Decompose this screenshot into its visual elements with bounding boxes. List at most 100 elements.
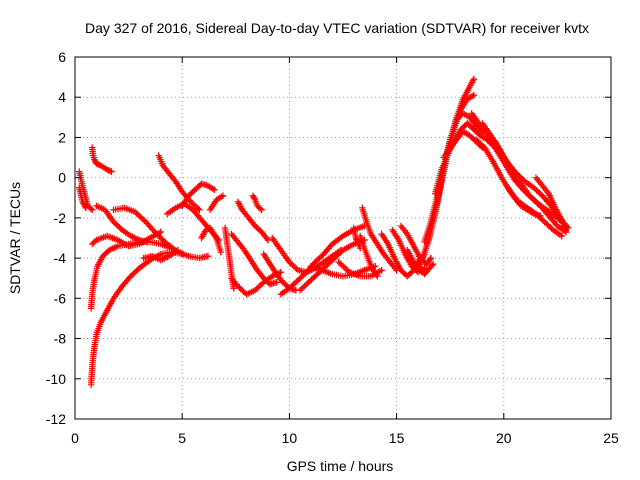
data-point: [343, 266, 350, 273]
data-point: [134, 211, 142, 218]
data-point: [159, 236, 166, 243]
data-point: [264, 236, 272, 244]
data-point: [194, 205, 202, 212]
data-arc: [140, 246, 182, 264]
data-arc: [206, 192, 227, 214]
y-tick-label: -4: [54, 250, 67, 266]
y-tick-label: 0: [58, 170, 66, 186]
data-point: [137, 214, 145, 221]
x-axis-label: GPS time / hours: [287, 458, 394, 474]
data-arc: [296, 236, 368, 294]
data-point: [136, 212, 143, 220]
data-point: [157, 228, 164, 236]
data-point: [338, 261, 345, 269]
data-point: [230, 285, 237, 292]
y-tick-label: -8: [54, 331, 67, 347]
y-tick-label: -10: [46, 371, 66, 387]
data-point: [337, 260, 344, 267]
x-tick-label: 0: [71, 430, 79, 446]
data-point: [426, 256, 434, 263]
data-point: [217, 248, 224, 256]
y-axis-label: SDTVAR / TECUs: [7, 182, 23, 294]
data-point: [103, 166, 111, 173]
data-point: [174, 246, 182, 254]
data-point: [374, 273, 381, 280]
data-point: [340, 263, 347, 270]
data-point: [344, 267, 352, 274]
data-point: [202, 226, 209, 234]
data-arc: [87, 248, 186, 389]
data-arc: [76, 184, 89, 212]
axis-layer: 0 5 10 15 20 25 -12 -10 -8 -6 -4 -2 0 2 4 6: [46, 49, 619, 446]
data-point: [470, 92, 477, 99]
data-arc: [359, 204, 400, 274]
data-point: [428, 262, 436, 269]
x-tick-label: 5: [178, 430, 186, 446]
x-tick-label: 25: [603, 430, 619, 446]
x-tick-label: 15: [389, 430, 405, 446]
y-tick-label: -6: [54, 290, 67, 306]
data-point: [537, 212, 544, 220]
data-arc: [234, 198, 272, 244]
x-tick-label: 10: [282, 430, 298, 446]
y-tick-label: 6: [58, 49, 66, 65]
data-point: [354, 237, 361, 244]
data-point: [211, 186, 218, 193]
data-point: [562, 226, 570, 234]
data-arc: [350, 224, 364, 252]
data-point: [558, 232, 565, 240]
grid-layer: [75, 57, 611, 419]
data-point: [196, 206, 203, 214]
data-point: [133, 210, 140, 217]
y-tick-label: 4: [58, 89, 66, 105]
data-point: [378, 266, 385, 274]
data-arc: [179, 180, 218, 210]
data-point: [338, 233, 345, 241]
data-point: [139, 215, 146, 223]
data-arc: [88, 144, 115, 175]
data-point: [256, 205, 264, 212]
data-point: [93, 160, 100, 167]
data-point: [94, 161, 102, 168]
data-point: [341, 264, 349, 272]
data-point: [258, 206, 265, 214]
data-point: [131, 208, 139, 216]
data-point: [335, 258, 342, 266]
data-point: [338, 248, 345, 255]
data-point: [91, 238, 99, 245]
y-tick-label: 2: [58, 129, 66, 145]
data-point: [87, 205, 94, 212]
data-point: [81, 203, 89, 210]
data-point: [82, 204, 89, 212]
data-point: [427, 254, 435, 262]
data-point: [156, 233, 163, 241]
data-point: [251, 195, 258, 202]
data-point: [219, 192, 227, 199]
y-tick-label: -12: [46, 411, 66, 427]
data-arc: [221, 224, 237, 292]
data-point: [106, 167, 114, 175]
plot-frame: [74, 56, 612, 420]
data-layer: [76, 75, 572, 389]
data-point: [108, 168, 115, 175]
data-arc: [198, 224, 224, 256]
data-point: [154, 232, 162, 239]
y-tick-label: -2: [54, 210, 67, 226]
data-arc: [155, 152, 203, 214]
data-point: [151, 229, 159, 236]
data-point: [373, 271, 380, 278]
data-point: [470, 75, 477, 83]
data-point: [204, 252, 212, 260]
data-arc: [249, 192, 265, 214]
chart-title: Day 327 of 2016, Sidereal Day-to-day VTE…: [85, 20, 589, 36]
data-arc: [532, 174, 570, 234]
data-arc: [356, 232, 381, 280]
data-point: [157, 235, 165, 242]
data-point: [277, 268, 285, 276]
data-point: [429, 260, 437, 268]
data-point: [153, 230, 160, 238]
x-tick-label: 20: [496, 430, 512, 446]
data-point: [88, 206, 96, 214]
